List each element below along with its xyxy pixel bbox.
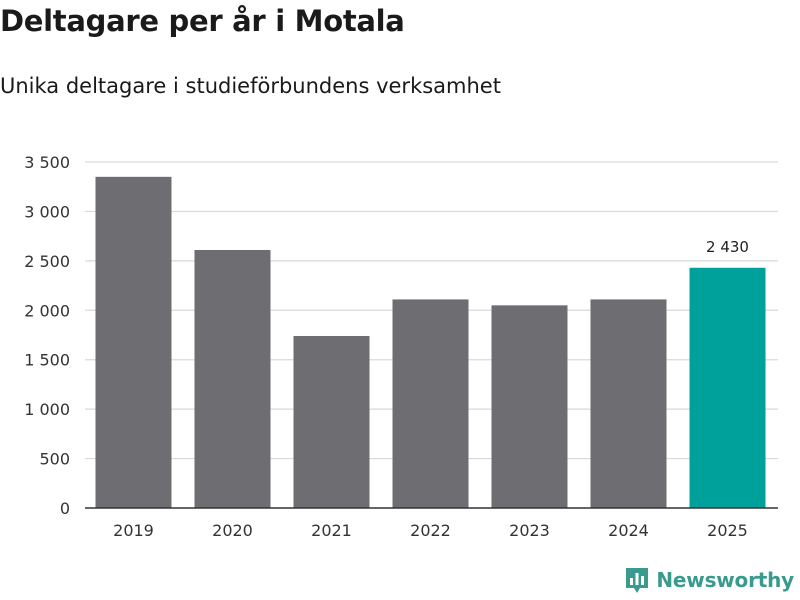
brand-name: Newsworthy bbox=[656, 568, 794, 592]
y-tick-label: 3 000 bbox=[24, 202, 70, 221]
bar-2020 bbox=[194, 249, 271, 509]
y-tick-label: 2 500 bbox=[24, 252, 70, 271]
bar-2022 bbox=[392, 299, 469, 508]
y-tick-label: 3 500 bbox=[24, 153, 70, 172]
chart-subtitle: Unika deltagare i studieförbundens verks… bbox=[0, 74, 501, 98]
x-tick-label: 2021 bbox=[311, 521, 352, 540]
x-tick-label: 2022 bbox=[410, 521, 451, 540]
bar-2024 bbox=[590, 299, 667, 508]
bar-2023 bbox=[491, 305, 568, 508]
bar-2025 bbox=[689, 267, 766, 508]
data-label: 2 430 bbox=[706, 238, 749, 256]
y-tick-label: 1 000 bbox=[24, 400, 70, 419]
bar-2021 bbox=[293, 335, 370, 508]
x-tick-label: 2025 bbox=[707, 521, 748, 540]
chart-title: Deltagare per år i Motala bbox=[0, 4, 405, 38]
x-tick-label: 2023 bbox=[509, 521, 550, 540]
y-tick-label: 2 000 bbox=[24, 301, 70, 320]
newsworthy-logo-icon bbox=[626, 568, 649, 593]
x-tick-label: 2024 bbox=[608, 521, 649, 540]
y-tick-label: 0 bbox=[60, 499, 70, 518]
brand: Newsworthy bbox=[624, 566, 794, 594]
bar-2019 bbox=[95, 176, 172, 509]
x-tick-label: 2019 bbox=[113, 521, 154, 540]
y-tick-label: 500 bbox=[39, 450, 70, 469]
x-tick-label: 2020 bbox=[212, 521, 253, 540]
y-tick-label: 1 500 bbox=[24, 351, 70, 370]
